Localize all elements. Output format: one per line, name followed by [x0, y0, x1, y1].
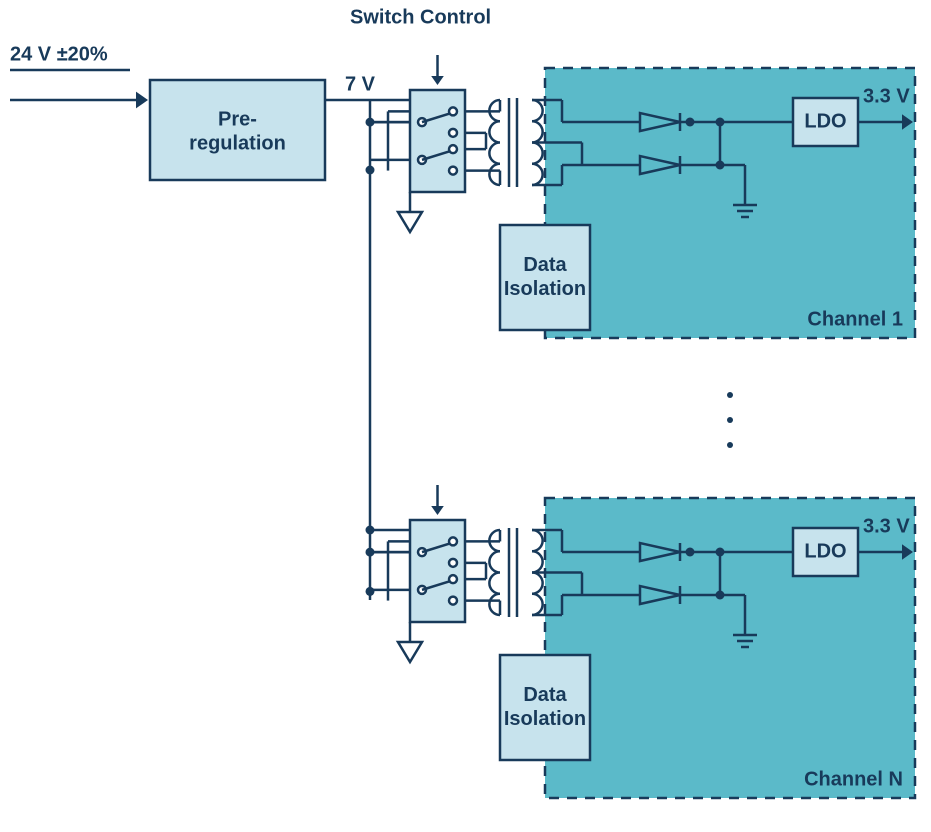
svg-text:Switch Control: Switch Control: [350, 6, 491, 28]
svg-text:Isolation: Isolation: [504, 278, 586, 300]
svg-text:3.3 V: 3.3 V: [863, 85, 910, 107]
svg-text:7 V: 7 V: [345, 73, 376, 95]
svg-text:Pre-: Pre-: [218, 108, 257, 130]
svg-text:regulation: regulation: [189, 132, 286, 154]
power-architecture-diagram: Switch Control 24 V ±20% Pre-regulation 7 V…: [0, 0, 931, 827]
svg-text:Isolation: Isolation: [504, 708, 586, 730]
svg-text:Data: Data: [523, 684, 567, 706]
svg-text:24 V ±20%: 24 V ±20%: [10, 43, 108, 65]
svg-text:Channel N: Channel N: [804, 768, 903, 790]
svg-text:LDO: LDO: [804, 110, 846, 132]
svg-text:Channel 1: Channel 1: [807, 308, 903, 330]
svg-text:Data: Data: [523, 254, 567, 276]
svg-text:3.3 V: 3.3 V: [863, 515, 910, 537]
svg-text:LDO: LDO: [804, 540, 846, 562]
